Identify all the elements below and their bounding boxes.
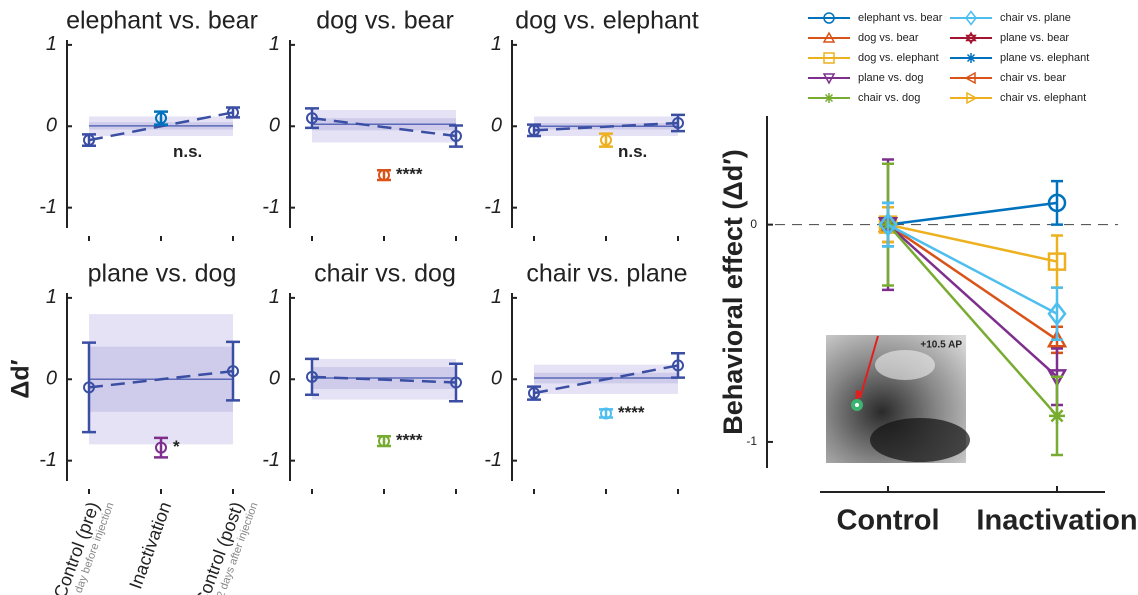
y-tick-label: 1 bbox=[269, 286, 280, 308]
y-tick-label: 1 bbox=[46, 33, 57, 55]
panel-title: chair vs. dog bbox=[314, 260, 456, 288]
significance: * bbox=[173, 437, 180, 456]
legend-label: chair vs. plane bbox=[1000, 12, 1071, 24]
series-line bbox=[888, 203, 1057, 225]
y-tick-label: 0 bbox=[46, 368, 57, 390]
y-tick-label: 0 bbox=[491, 115, 502, 137]
x-tick-label: Inactivation bbox=[976, 505, 1137, 537]
significance: **** bbox=[618, 403, 645, 422]
y-tick-label: -1 bbox=[746, 434, 757, 448]
x-tick-label: Inactivation bbox=[125, 499, 175, 591]
y-tick-label: 0 bbox=[269, 368, 280, 390]
y-tick-label: 0 bbox=[269, 115, 280, 137]
y-tick-label: -1 bbox=[262, 196, 280, 218]
legend-label: chair vs. dog bbox=[858, 92, 920, 104]
y-tick-label: 0 bbox=[491, 368, 502, 390]
legend-label: plane vs. dog bbox=[858, 72, 923, 84]
point bbox=[1049, 303, 1065, 324]
y-axis-label: Δd′ bbox=[7, 359, 35, 398]
y-tick-label: -1 bbox=[484, 449, 502, 471]
significance: n.s. bbox=[173, 142, 202, 161]
y-tick-label: -1 bbox=[262, 449, 280, 471]
y-tick-label: 1 bbox=[491, 286, 502, 308]
y-tick-label: 1 bbox=[46, 286, 57, 308]
legend-label: chair vs. elephant bbox=[1000, 92, 1086, 104]
point bbox=[1049, 254, 1065, 270]
legend-label: dog vs. bear bbox=[858, 32, 919, 44]
legend-marker bbox=[966, 53, 976, 63]
legend-label: dog vs. elephant bbox=[858, 52, 939, 64]
inset-shade bbox=[875, 350, 935, 380]
y-tick-label: 1 bbox=[491, 33, 502, 55]
legend-label: elephant vs. bear bbox=[858, 12, 943, 24]
inset-shade bbox=[870, 418, 970, 462]
panel-title: dog vs. elephant bbox=[515, 7, 699, 35]
y-axis-label: Behavioral effect (Δd′) bbox=[718, 149, 748, 434]
figure: Δd′ elephant vs. bear 1 0 -1 n.s. dog vs. bea… bbox=[0, 0, 1138, 595]
y-tick-label: -1 bbox=[39, 449, 57, 471]
legend-label: chair vs. bear bbox=[1000, 72, 1066, 84]
x-tick-label: Control bbox=[836, 505, 939, 537]
panel-title: plane vs. dog bbox=[88, 260, 237, 288]
injection-site bbox=[855, 403, 859, 407]
inset-label: +10.5 AP bbox=[920, 340, 962, 351]
y-tick-label: -1 bbox=[484, 196, 502, 218]
legend-label: plane vs. bear bbox=[1000, 32, 1069, 44]
panel-title: chair vs. plane bbox=[526, 260, 687, 288]
legend-label: plane vs. elephant bbox=[1000, 52, 1089, 64]
inset: +10.5 AP bbox=[826, 335, 970, 463]
legend-marker bbox=[824, 93, 834, 103]
point bbox=[1049, 195, 1065, 211]
significance: n.s. bbox=[618, 142, 647, 161]
y-tick-label: 0 bbox=[46, 115, 57, 137]
panel-title: dog vs. bear bbox=[316, 7, 454, 35]
panel-title: elephant vs. bear bbox=[66, 7, 258, 35]
y-tick-label: 0 bbox=[750, 217, 757, 231]
y-tick-label: 1 bbox=[269, 33, 280, 55]
y-tick-label: -1 bbox=[39, 196, 57, 218]
significance: **** bbox=[396, 165, 423, 184]
significance: **** bbox=[396, 431, 423, 450]
